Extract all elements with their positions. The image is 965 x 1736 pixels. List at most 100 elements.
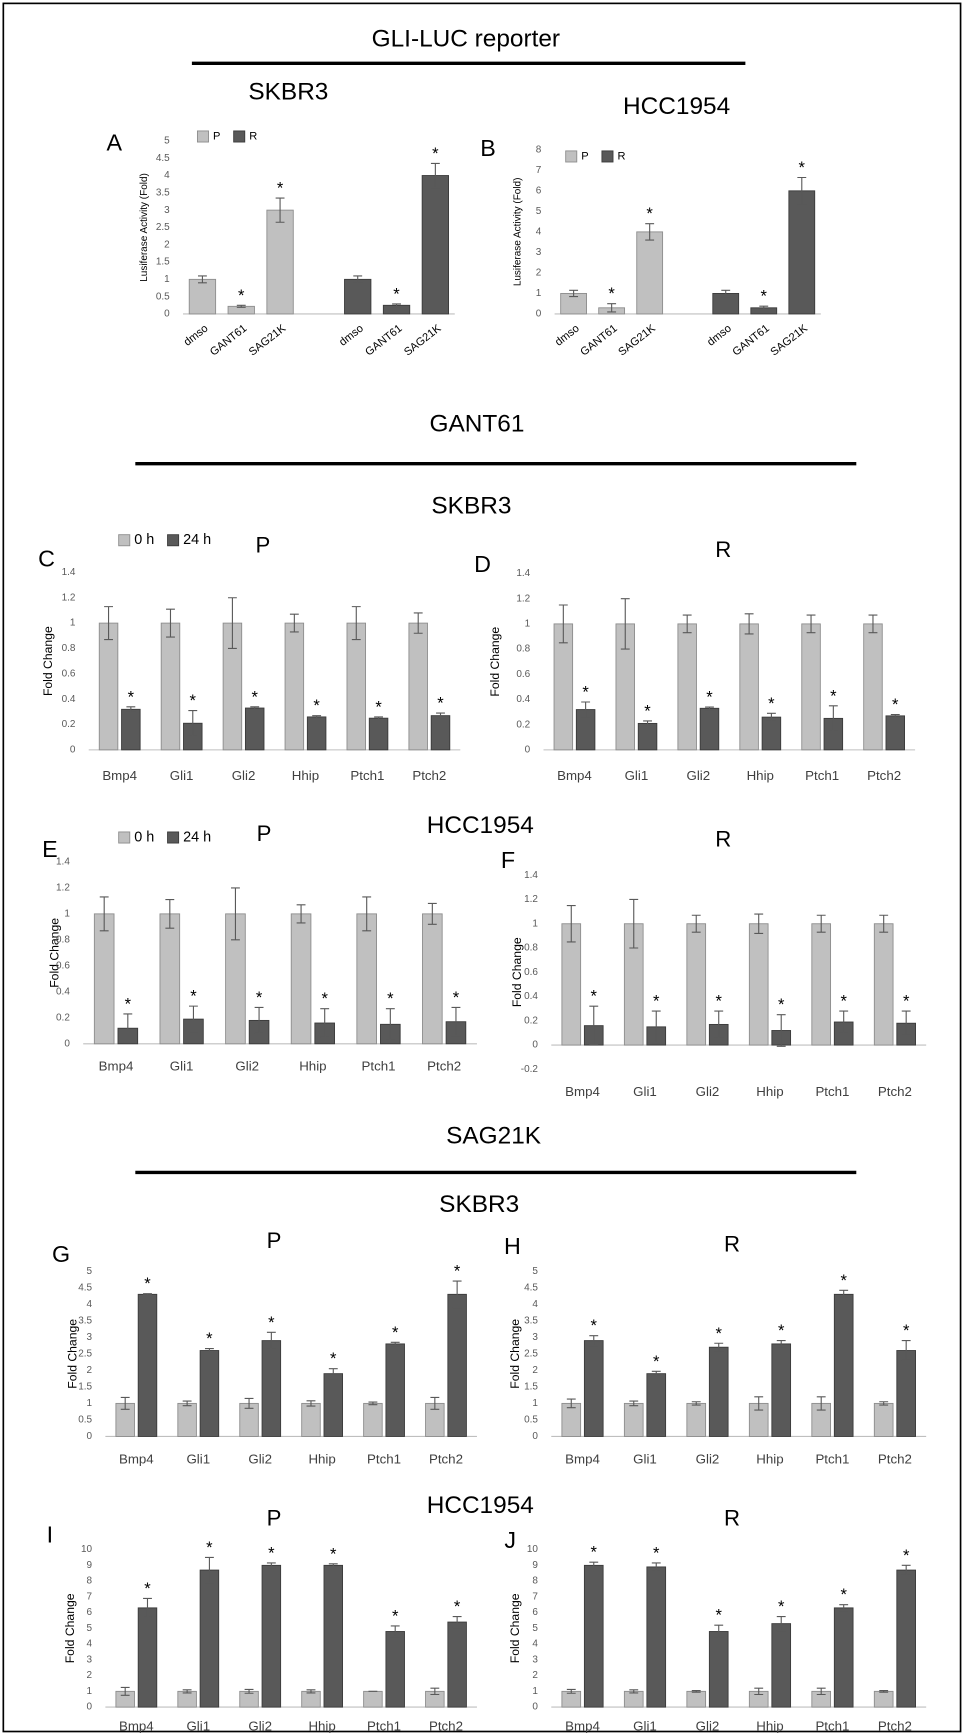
significance-marker: * — [190, 987, 197, 1006]
error-bar — [589, 1005, 599, 1046]
y-tick-label: 2 — [532, 1670, 538, 1681]
y-tick-label: 4 — [87, 1639, 93, 1650]
significance-marker: * — [715, 992, 722, 1011]
significance-marker: * — [128, 687, 135, 706]
bar — [93, 913, 115, 1045]
legend-label: P — [581, 150, 588, 162]
error-bar — [204, 1556, 214, 1584]
x-tick-label: Bmp4 — [102, 768, 137, 783]
significance-marker: * — [268, 1313, 275, 1332]
panel-letter: G — [52, 1241, 70, 1267]
bar — [739, 623, 759, 751]
bar — [873, 923, 894, 1046]
y-tick-label: 1.2 — [516, 593, 530, 604]
x-tick-label: Gli2 — [248, 1719, 272, 1734]
error-bar — [244, 1688, 254, 1694]
cell-line: SKBR3 — [439, 1191, 519, 1218]
legend-swatch — [118, 534, 131, 547]
x-tick-label: Bmp4 — [119, 1719, 154, 1734]
error-bar — [197, 275, 207, 284]
y-tick-label: 0.8 — [62, 643, 76, 654]
y-tick-label: 10 — [81, 1544, 93, 1555]
x-tick-label: SAG21K — [402, 322, 444, 358]
bar — [137, 1607, 158, 1708]
significance-marker: * — [830, 686, 837, 705]
error-bar — [744, 613, 754, 635]
error-bar — [643, 720, 652, 727]
y-tick-label: 3.5 — [78, 1315, 92, 1326]
y-tick-label: 8 — [87, 1576, 93, 1587]
y-tick-label: 0 — [64, 1038, 70, 1049]
bar — [833, 1293, 854, 1437]
bar — [447, 1293, 467, 1437]
bar — [421, 175, 450, 315]
error-bar — [204, 1347, 214, 1354]
x-tick-label: GANT61 — [208, 322, 249, 358]
x-tick-label: Ptch2 — [429, 1719, 463, 1734]
y-tick-label: 7 — [87, 1591, 93, 1602]
error-bar — [306, 1689, 316, 1694]
y-tick-label: 4.5 — [156, 153, 170, 164]
bar — [301, 1690, 321, 1708]
x-tick-label: Gli2 — [687, 768, 711, 783]
significance-marker: * — [125, 994, 132, 1013]
y-tick-label: 1 — [70, 618, 76, 629]
significance-marker: * — [892, 695, 899, 714]
significance-marker: * — [330, 1544, 337, 1563]
significance-marker: * — [591, 987, 598, 1006]
legend-label: 24 h — [183, 829, 211, 845]
error-bar — [714, 1010, 724, 1039]
y-tick-label: 1 — [532, 1686, 538, 1697]
significance-marker: * — [840, 1585, 847, 1604]
bar — [708, 1346, 729, 1437]
error-bar — [901, 1010, 911, 1036]
bar — [873, 1402, 894, 1437]
x-tick-label: Ptch1 — [367, 1451, 401, 1466]
significance-marker: * — [454, 1262, 461, 1281]
error-bar — [353, 275, 363, 284]
bar — [771, 1343, 792, 1437]
y-tick-label: 0.6 — [62, 668, 76, 679]
chart-title: P — [257, 821, 272, 846]
y-tick-label: 10 — [527, 1544, 539, 1555]
y-tick-label: 0 — [532, 1040, 538, 1051]
x-tick-label: Bmp4 — [565, 1719, 600, 1734]
significance-marker: * — [144, 1579, 151, 1598]
bar — [422, 913, 443, 1045]
error-bar — [645, 223, 655, 241]
significance-marker: * — [277, 179, 284, 198]
legend-label: R — [617, 150, 625, 162]
error-bar — [890, 714, 900, 718]
bar — [811, 923, 832, 1046]
x-tick-label: Gli2 — [696, 1084, 720, 1099]
significance-marker: * — [392, 1323, 399, 1342]
bar — [636, 231, 664, 315]
chart-title: R — [715, 827, 731, 852]
y-axis-label: Lusiferase Activity (Fold) — [139, 173, 150, 282]
error-bar — [629, 1400, 639, 1407]
bar — [761, 716, 782, 751]
x-tick-label: Gli2 — [235, 1059, 259, 1074]
chart-title: R — [724, 1506, 740, 1531]
error-bar — [126, 706, 136, 713]
error-bar — [566, 1688, 576, 1694]
panel-letter: E — [42, 836, 58, 862]
error-bar — [839, 1604, 849, 1612]
error-bar — [816, 1687, 826, 1696]
legend-label: 0 h — [134, 829, 154, 845]
y-tick-label: 0.8 — [516, 644, 530, 655]
error-bar — [558, 604, 568, 644]
legend-swatch — [601, 150, 614, 163]
bar — [284, 622, 305, 751]
error-bar — [705, 706, 714, 711]
y-tick-label: 1 — [87, 1398, 93, 1409]
significance-marker: * — [646, 204, 653, 223]
error-bar — [427, 902, 437, 925]
y-tick-label: 5 — [164, 136, 170, 147]
significance-marker: * — [903, 1546, 910, 1565]
y-axis-label: Fold Change — [41, 626, 55, 696]
bar — [623, 1690, 644, 1708]
y-axis-label: Fold Change — [510, 937, 524, 1007]
